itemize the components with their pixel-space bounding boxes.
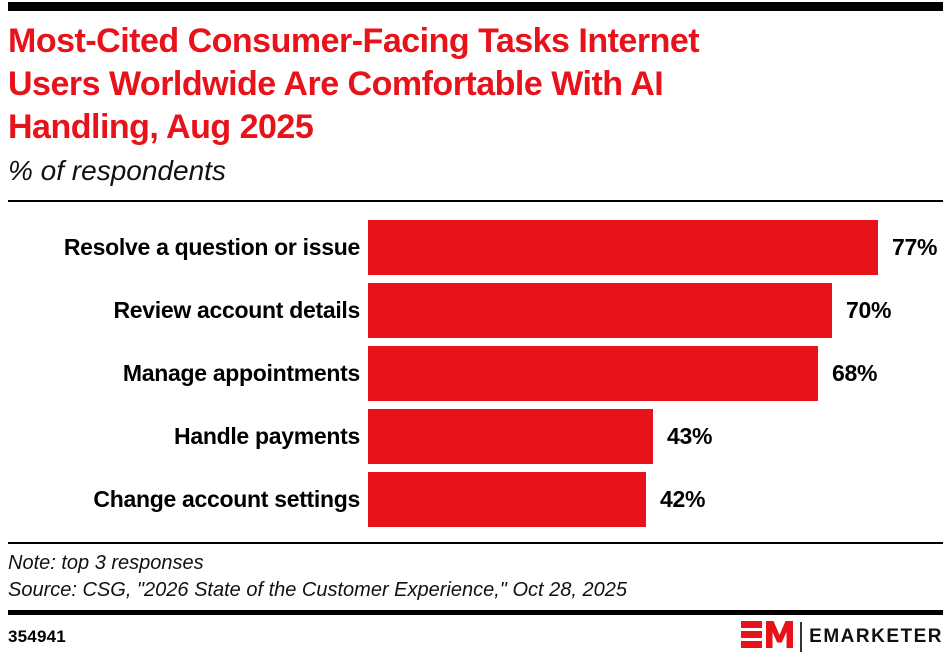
chart-id: 354941	[8, 627, 66, 646]
bar-value: 70%	[846, 297, 892, 323]
bar	[368, 472, 646, 527]
chart-row: Review account details 70%	[8, 283, 943, 338]
bar-value: 42%	[660, 486, 706, 512]
chart-source: Source: CSG, "2026 State of the Customer…	[8, 579, 627, 601]
chart-title-line-2: Users Worldwide Are Comfortable With AI	[8, 65, 664, 103]
chart-row: Handle payments 43%	[8, 409, 943, 464]
bar	[368, 283, 832, 338]
bar-label: Resolve a question or issue	[63, 234, 360, 260]
chart-subtitle: % of respondents	[8, 155, 226, 186]
bar-chart: Resolve a question or issue 77% Review acc…	[8, 220, 943, 527]
bar	[368, 220, 878, 275]
chart-title-line-1: Most-Cited Consumer-Facing Tasks Interne…	[8, 22, 700, 60]
bar-label: Handle payments	[174, 423, 360, 449]
chart-title: Most-Cited Consumer-Facing Tasks Interne…	[8, 20, 943, 149]
bar-label: Review account details	[113, 297, 361, 323]
footnotes: Note: top 3 responses Source: CSG, "2026…	[8, 550, 943, 604]
bar	[368, 346, 818, 401]
bar-value: 68%	[832, 360, 878, 386]
footnote-divider	[8, 542, 943, 544]
footer-divider	[8, 610, 943, 615]
bar-label: Manage appointments	[122, 360, 360, 386]
em-logo-icon	[741, 620, 794, 655]
chart-row: Resolve a question or issue 77%	[8, 220, 943, 275]
bar-value: 77%	[892, 234, 938, 260]
brand-name: EMARKETER	[809, 626, 943, 647]
chart-row: Manage appointments 68%	[8, 346, 943, 401]
chart-note: Note: top 3 responses	[8, 552, 204, 574]
chart-row: Change account settings 42%	[8, 472, 943, 527]
header-divider	[8, 200, 943, 202]
footer: 354941 EMARKETER	[8, 619, 943, 655]
bar-value: 43%	[667, 423, 713, 449]
brand-divider	[800, 622, 803, 652]
top-accent-bar	[8, 2, 943, 11]
brand-logo: EMARKETER	[741, 620, 943, 655]
bar	[368, 409, 653, 464]
bar-label: Change account settings	[93, 486, 360, 512]
chart-title-line-3: Handling, Aug 2025	[8, 108, 314, 146]
